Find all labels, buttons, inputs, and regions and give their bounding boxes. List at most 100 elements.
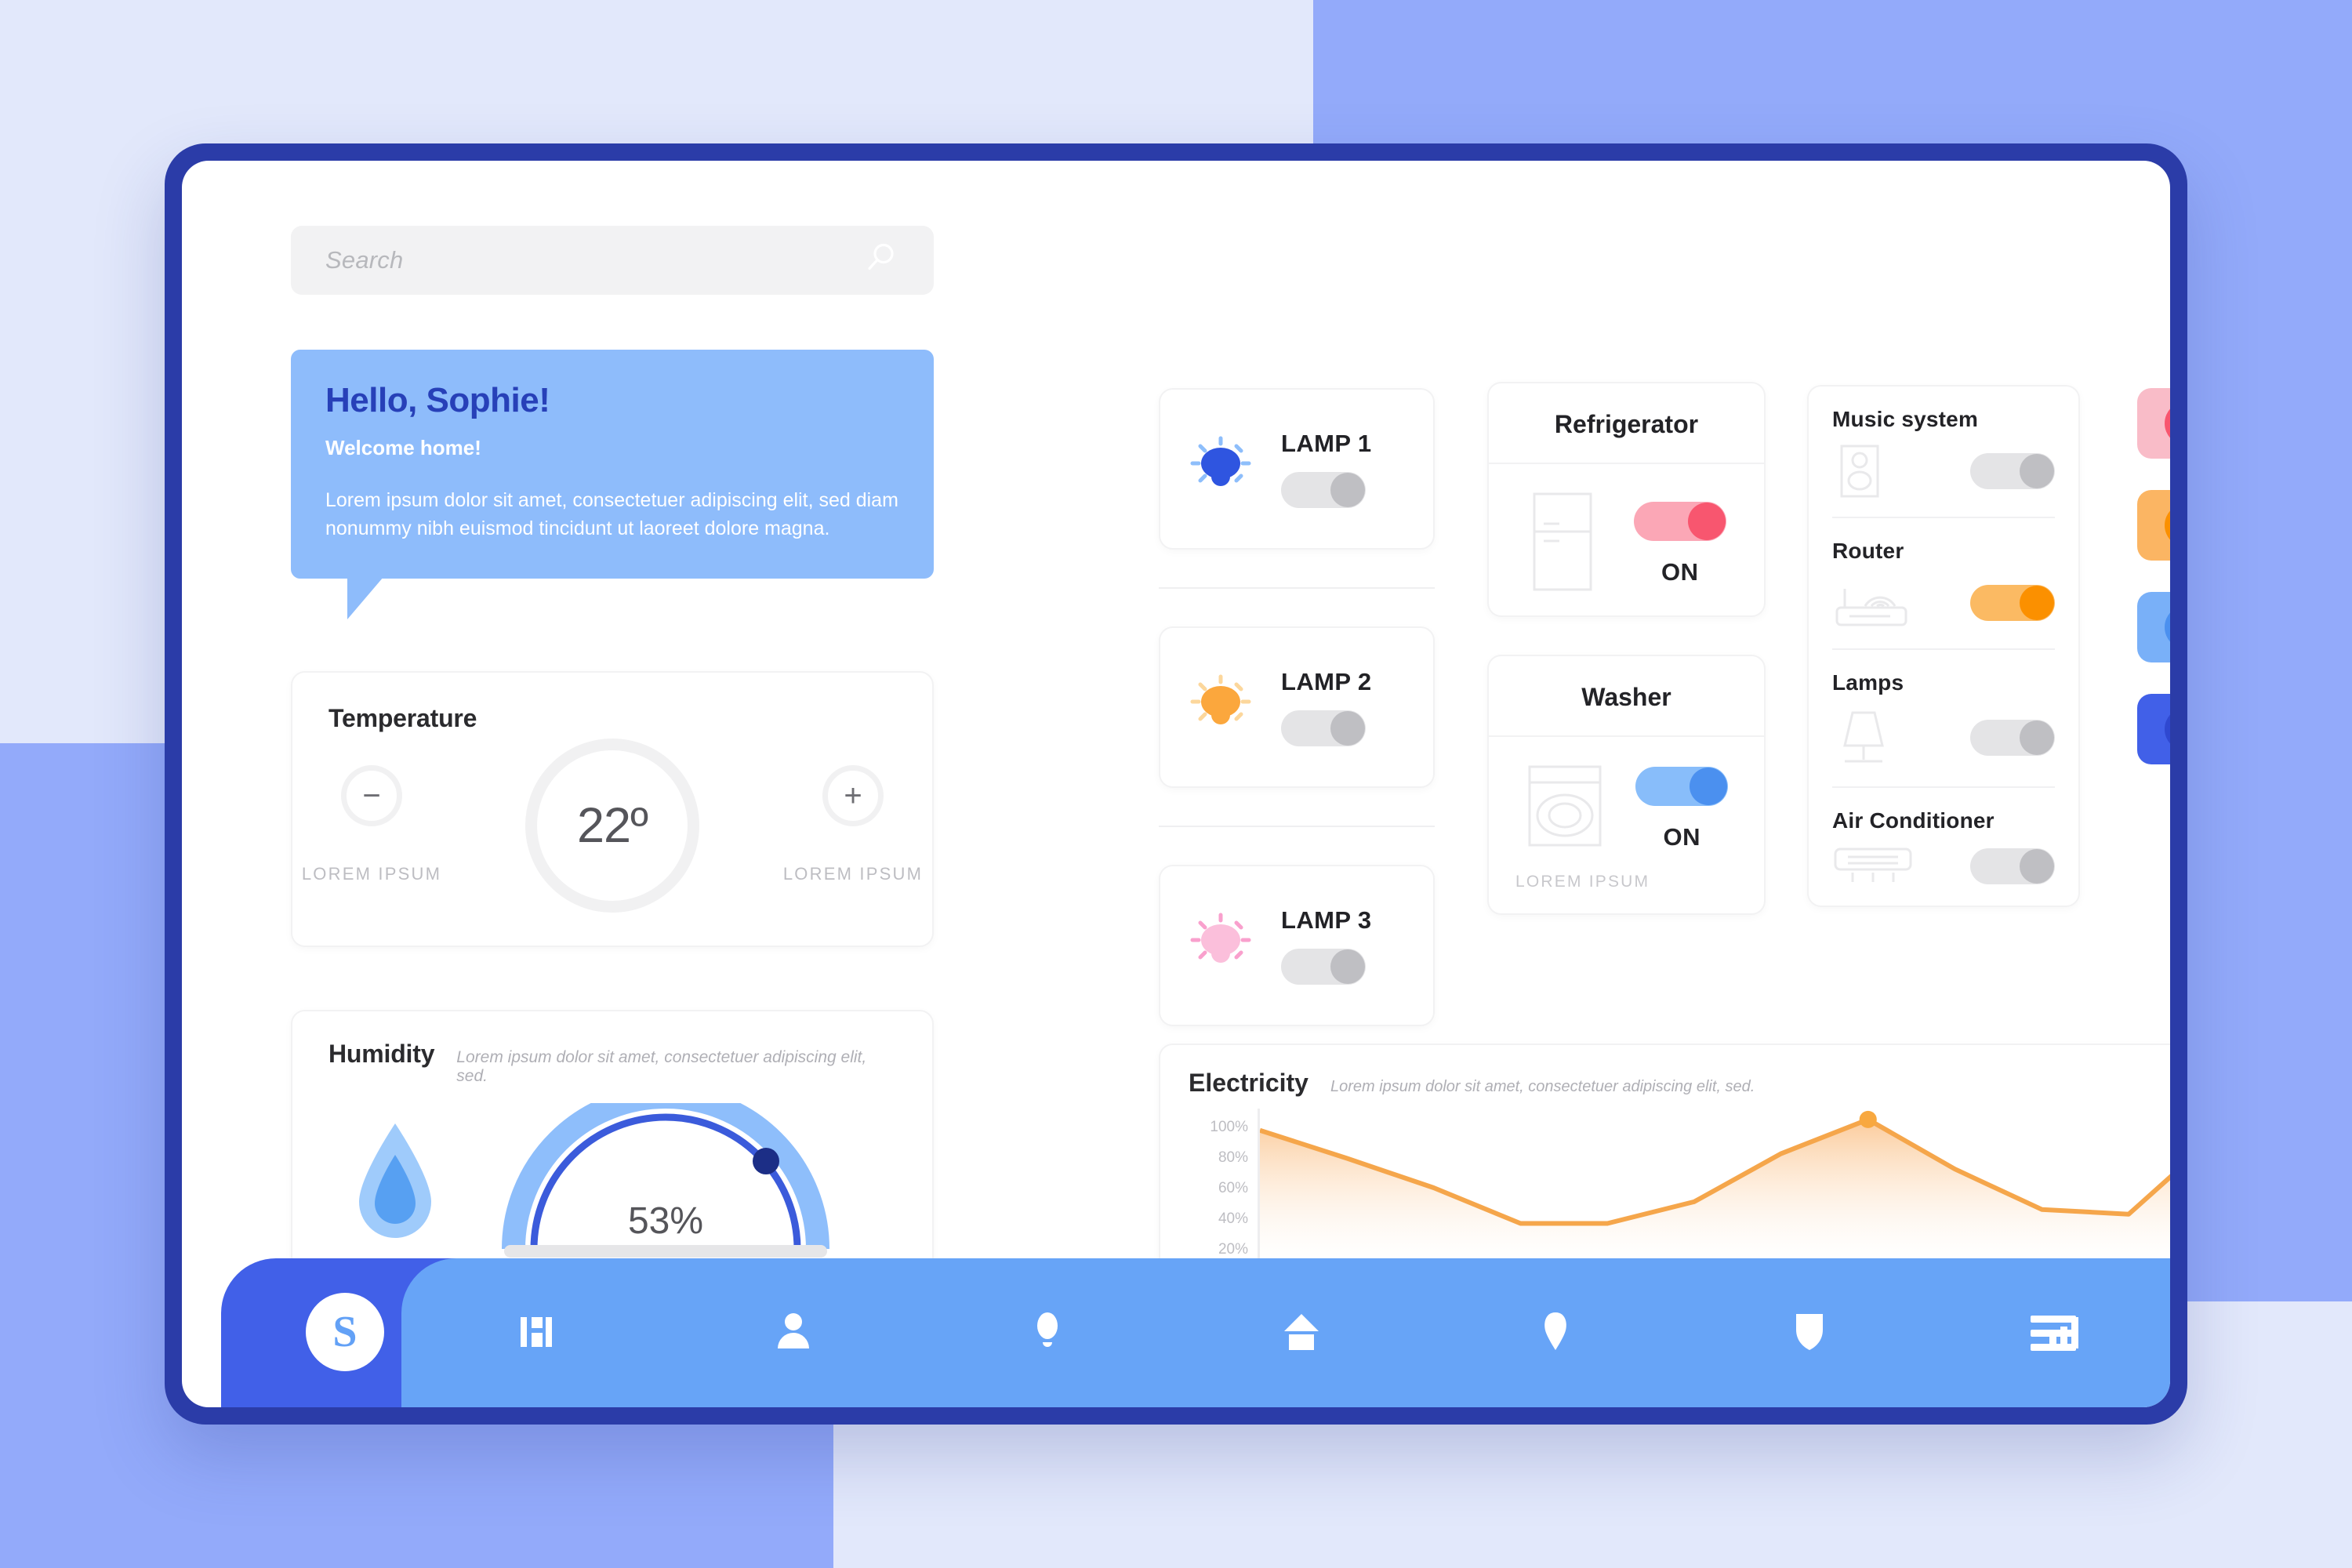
- home-icon: [1278, 1308, 1325, 1359]
- lamps-column: LAMP 1: [1159, 388, 1435, 1026]
- add-inner-circle: [2165, 707, 2170, 751]
- humidity-gauge[interactable]: 53%: [493, 1085, 838, 1260]
- location-pin-icon: [1532, 1308, 1579, 1359]
- search-icon[interactable]: [863, 241, 899, 281]
- lamp-3-controls: LAMP 3: [1281, 906, 1372, 985]
- toggle-knob: [1330, 711, 1365, 746]
- washer-title: Washer: [1489, 656, 1764, 737]
- greeting-subtitle: Welcome home!: [325, 436, 481, 459]
- add-inner-circle: [2165, 401, 2170, 445]
- chart-subtitle: Lorem ipsum dolor sit amet, consectetuer…: [1330, 1078, 1755, 1095]
- device-line: [1832, 706, 2055, 769]
- nav-items: [503, 1258, 2100, 1407]
- device-toggle-air-conditioner[interactable]: [1970, 848, 2055, 884]
- nav-security-button[interactable]: [1773, 1297, 1846, 1369]
- speaker-icon: [1832, 443, 1926, 499]
- temperature-card: Temperature − LOREM IPSUM 22º + LOREM IP…: [291, 671, 934, 947]
- refrigerator-icon: [1526, 491, 1599, 597]
- temperature-left-caption: LOREM IPSUM: [301, 864, 442, 884]
- humidity-body: 53%: [328, 1085, 896, 1260]
- lamp-card-3[interactable]: LAMP 3: [1159, 865, 1435, 1026]
- add-inner-circle: [2165, 605, 2170, 649]
- humidity-value: 53%: [627, 1200, 704, 1242]
- device-label-air-conditioner: Air Conditioner: [1832, 808, 1994, 833]
- appliances-column: Refrigerator ON: [1487, 382, 1766, 915]
- temperature-title: Temperature: [328, 704, 477, 732]
- tablet-screen: Search Hello, Sophie! Welcome home! Lore…: [182, 161, 2170, 1407]
- washer-caption: LOREM IPSUM: [1515, 873, 1650, 891]
- search-input[interactable]: Search: [291, 226, 934, 295]
- bottom-navigation-bar: S: [221, 1258, 2170, 1407]
- devices-card: Music system Router: [1807, 385, 2080, 907]
- toggle-knob: [2020, 720, 2054, 755]
- shield-icon: [1786, 1308, 1833, 1359]
- lamp-divider-2: [1159, 826, 1435, 827]
- lamp-3-toggle[interactable]: [1281, 949, 1366, 985]
- greeting-card: Hello, Sophie! Welcome home! Lorem ipsum…: [291, 350, 934, 619]
- toggle-knob: [2020, 586, 2054, 620]
- device-label-lamps: Lamps: [1832, 670, 1904, 695]
- temperature-decrease-button[interactable]: −: [341, 765, 402, 826]
- toggle-knob: [2020, 849, 2054, 884]
- humidity-subtitle: Lorem ipsum dolor sit amet, consectetuer…: [456, 1048, 867, 1085]
- chart-y-tick: 80%: [1218, 1149, 1248, 1166]
- temperature-dial[interactable]: 22º: [525, 739, 699, 913]
- add-device-indigo-button[interactable]: [2137, 694, 2170, 764]
- refrigerator-state: ON: [1661, 557, 1699, 586]
- lamp-2-toggle[interactable]: [1281, 710, 1366, 746]
- device-row-air-conditioner[interactable]: Air Conditioner: [1832, 786, 2055, 906]
- device-toggle-router[interactable]: [1970, 585, 2055, 621]
- light-bulb-icon: [1187, 672, 1254, 743]
- nav-location-button[interactable]: [1519, 1297, 1592, 1369]
- refrigerator-toggle[interactable]: [1633, 501, 1726, 541]
- lamp-divider-1: [1159, 587, 1435, 589]
- humidity-title: Humidity: [328, 1040, 435, 1068]
- nav-profile-button[interactable]: [757, 1297, 829, 1369]
- lamp-card-2[interactable]: LAMP 2: [1159, 626, 1435, 788]
- refrigerator-controls: ON: [1633, 501, 1726, 586]
- greeting-body: Lorem ipsum dolor sit amet, consectetuer…: [325, 489, 898, 539]
- nav-menu-button[interactable]: [2031, 1258, 2076, 1407]
- hamburger-menu-icon: [2031, 1308, 2076, 1358]
- device-line: [1832, 575, 2055, 631]
- app-logo[interactable]: S: [306, 1293, 384, 1371]
- device-row-music-system[interactable]: Music system: [1832, 387, 2055, 517]
- table-lamp-icon: [1832, 706, 1926, 769]
- temperature-decrease-group: − LOREM IPSUM: [293, 765, 450, 884]
- air-conditioner-icon: [1832, 844, 1926, 888]
- refrigerator-title: Refrigerator: [1489, 383, 1764, 464]
- light-bulb-icon: [1187, 434, 1254, 505]
- wifi-router-icon: [1832, 575, 1926, 631]
- temperature-controls: − LOREM IPSUM 22º + LOREM IPSUM: [292, 739, 932, 913]
- chart-y-tick: 20%: [1218, 1241, 1248, 1258]
- device-row-lamps[interactable]: Lamps: [1832, 648, 2055, 786]
- search-placeholder: Search: [325, 246, 404, 274]
- add-inner-circle: [2165, 503, 2170, 547]
- lamp-1-toggle[interactable]: [1281, 472, 1366, 508]
- light-bulb-icon: [1187, 910, 1254, 982]
- lamp-card-1[interactable]: LAMP 1: [1159, 388, 1435, 550]
- device-line: [1832, 443, 2055, 499]
- device-toggle-music-system[interactable]: [1970, 453, 2055, 489]
- temperature-value: 22º: [576, 798, 648, 853]
- chart-y-tick: 40%: [1218, 1210, 1248, 1228]
- lamp-2-controls: LAMP 2: [1281, 668, 1372, 746]
- lamp-3-label: LAMP 3: [1281, 906, 1372, 934]
- dashboard-icon: [516, 1308, 563, 1359]
- nav-lighting-button[interactable]: [1011, 1297, 1083, 1369]
- temperature-increase-button[interactable]: +: [822, 765, 884, 826]
- device-toggle-lamps[interactable]: [1970, 720, 2055, 756]
- add-device-blue-button[interactable]: [2137, 592, 2170, 662]
- add-device-pink-button[interactable]: [2137, 388, 2170, 459]
- electricity-area-series: [1259, 1110, 2170, 1267]
- washer-toggle[interactable]: [1635, 766, 1729, 806]
- device-row-router[interactable]: Router: [1832, 517, 2055, 648]
- tablet-frame: Search Hello, Sophie! Welcome home! Lore…: [165, 143, 2187, 1425]
- add-device-orange-button[interactable]: [2137, 490, 2170, 561]
- toggle-knob: [1330, 949, 1365, 984]
- greeting-title: Hello, Sophie!: [325, 381, 550, 419]
- washer-body: ON: [1489, 737, 1764, 873]
- nav-dashboard-button[interactable]: [503, 1297, 575, 1369]
- nav-home-button[interactable]: [1265, 1297, 1338, 1369]
- lamp-2-label: LAMP 2: [1281, 668, 1372, 695]
